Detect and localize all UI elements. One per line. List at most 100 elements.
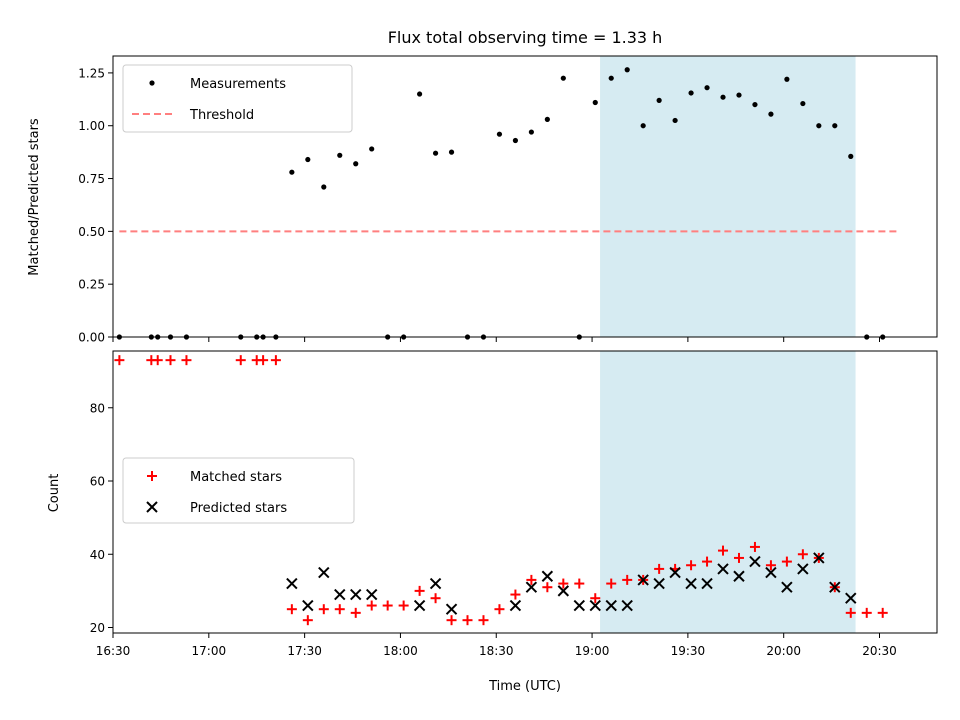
- measurement-point: [832, 123, 838, 129]
- count-x-tick-label: 19:00: [575, 644, 610, 658]
- count-x-ticks: 16:30 17:00 17:30 18:00 18:30 19:00 19:30 20:00…: [96, 633, 897, 658]
- matched-star-point: [286, 604, 297, 615]
- matched-star-point: [165, 355, 176, 366]
- predicted-star-stroke-b: [685, 577, 697, 590]
- predicted-star-point: [350, 588, 362, 601]
- count-x-tick-label: 17:00: [192, 644, 227, 658]
- ratio-y-tick-label: 0.50: [78, 225, 105, 239]
- predicted-star-stroke-b: [541, 570, 554, 582]
- matched-star-point: [765, 560, 776, 571]
- matched-star-point: [654, 563, 665, 574]
- predicted-star-point: [749, 555, 761, 568]
- predicted-star-stroke-b: [669, 566, 681, 579]
- predicted-star-stroke-b: [781, 581, 793, 593]
- ratio-legend: Measurements Threshold: [122, 64, 353, 133]
- count-x-tick-label: 16:30: [96, 644, 131, 658]
- matched-star-point: [258, 355, 269, 366]
- count-x-tick-label: 18:30: [479, 644, 514, 658]
- measurement-point: [321, 184, 327, 190]
- measurement-point: [624, 67, 630, 73]
- measurement-point: [784, 76, 790, 82]
- ratio-x-ticks: [112, 337, 881, 342]
- measurement-point: [289, 169, 295, 175]
- predicted-star-point: [365, 588, 378, 601]
- matched-star-point: [235, 355, 246, 366]
- matched-star-point: [749, 541, 760, 552]
- measurement-point: [528, 129, 534, 135]
- predicted-star-point: [669, 566, 681, 579]
- matched-star-point: [270, 355, 281, 366]
- ratio-y-tick-label: 0.75: [78, 172, 105, 186]
- count-y-tick-label: 20: [90, 621, 105, 635]
- measurement-point: [512, 137, 519, 144]
- ratio-panel: 0.00 0.25 0.50 0.75 1.00 1.25 Flux total obse…: [27, 28, 938, 345]
- ratio-y-tick-label: 0.00: [78, 331, 105, 345]
- legend-matched-label: Matched stars: [190, 470, 282, 485]
- matched-star-point: [526, 574, 537, 585]
- predicted-star-point: [429, 577, 442, 590]
- predicted-star-stroke-b: [334, 588, 346, 601]
- matched-star-point: [414, 585, 425, 596]
- measurement-point: [496, 131, 503, 137]
- measurement-point: [417, 91, 423, 97]
- matched-star-point: [302, 615, 313, 626]
- measurement-point: [369, 146, 375, 152]
- matched-star-point: [702, 556, 713, 567]
- legend-predicted-label: Predicted stars: [190, 501, 287, 516]
- matched-star-point: [398, 600, 409, 611]
- predicted-star-point: [286, 577, 298, 590]
- predicted-star-point: [701, 577, 713, 590]
- observing-span-shade-bottom: [600, 351, 856, 633]
- matched-star-point: [781, 556, 792, 567]
- predicted-star-point: [605, 599, 617, 612]
- count-panel-frame: [112, 350, 938, 634]
- matched-star-point: [152, 355, 163, 366]
- predicted-star-point: [621, 599, 633, 612]
- matched-star-point: [606, 578, 617, 589]
- measurement-point: [800, 100, 806, 107]
- predicted-star-stroke-b: [429, 577, 442, 590]
- predicted-star-stroke-b: [829, 581, 841, 593]
- count-y-tick-label: 80: [90, 401, 105, 415]
- matched-star-point: [877, 607, 888, 618]
- count-y-tick-label: 40: [90, 548, 105, 562]
- ratio-y-axis-label: Matched/Predicted stars: [27, 118, 42, 276]
- measurement-point: [305, 156, 311, 163]
- measurement-point: [656, 97, 662, 103]
- predicted-star-point: [845, 592, 857, 604]
- predicted-star-stroke-b: [733, 570, 745, 582]
- matched-star-point: [622, 574, 633, 585]
- predicted-star-stroke-b: [701, 577, 713, 590]
- predicted-star-stroke-b: [413, 599, 426, 612]
- measurement-point: [816, 123, 822, 129]
- measurement-point: [592, 99, 598, 106]
- predicted-star-stroke-b: [365, 588, 378, 601]
- measurement-point: [736, 92, 742, 98]
- measurement-point: [448, 149, 455, 155]
- matched-star-point: [861, 607, 872, 618]
- measurement-point: [544, 116, 550, 122]
- ratio-y-tick-label: 1.25: [78, 66, 105, 80]
- predicted-star-point: [733, 570, 745, 582]
- ratio-y-ticks: 0.00 0.25 0.50 0.75 1.00 1.25: [78, 66, 113, 345]
- predicted-star-stroke-b: [621, 599, 633, 612]
- count-legend: Matched stars Predicted stars: [122, 457, 355, 524]
- matched-star-point: [318, 604, 329, 615]
- matched-star-point: [181, 355, 192, 366]
- predicted-star-stroke-b: [749, 555, 761, 568]
- matched-star-point: [446, 615, 457, 626]
- predicted-star-point: [685, 577, 697, 590]
- predicted-star-stroke-b: [797, 563, 809, 575]
- predicted-star-stroke-b: [605, 599, 617, 612]
- matched-star-point: [797, 549, 808, 560]
- predicted-star-stroke-b: [350, 588, 362, 601]
- predicted-star-stroke-b: [589, 599, 601, 612]
- matched-star-point: [558, 578, 569, 589]
- matched-star-point: [350, 607, 361, 618]
- predicted-star-point: [413, 599, 426, 612]
- matched-star-point: [733, 552, 744, 563]
- count-x-tick-label: 18:00: [383, 644, 418, 658]
- chart-title: Flux total observing time = 1.33 h: [388, 28, 663, 47]
- predicted-star-stroke-b: [302, 599, 314, 612]
- predicted-star-point: [829, 581, 841, 593]
